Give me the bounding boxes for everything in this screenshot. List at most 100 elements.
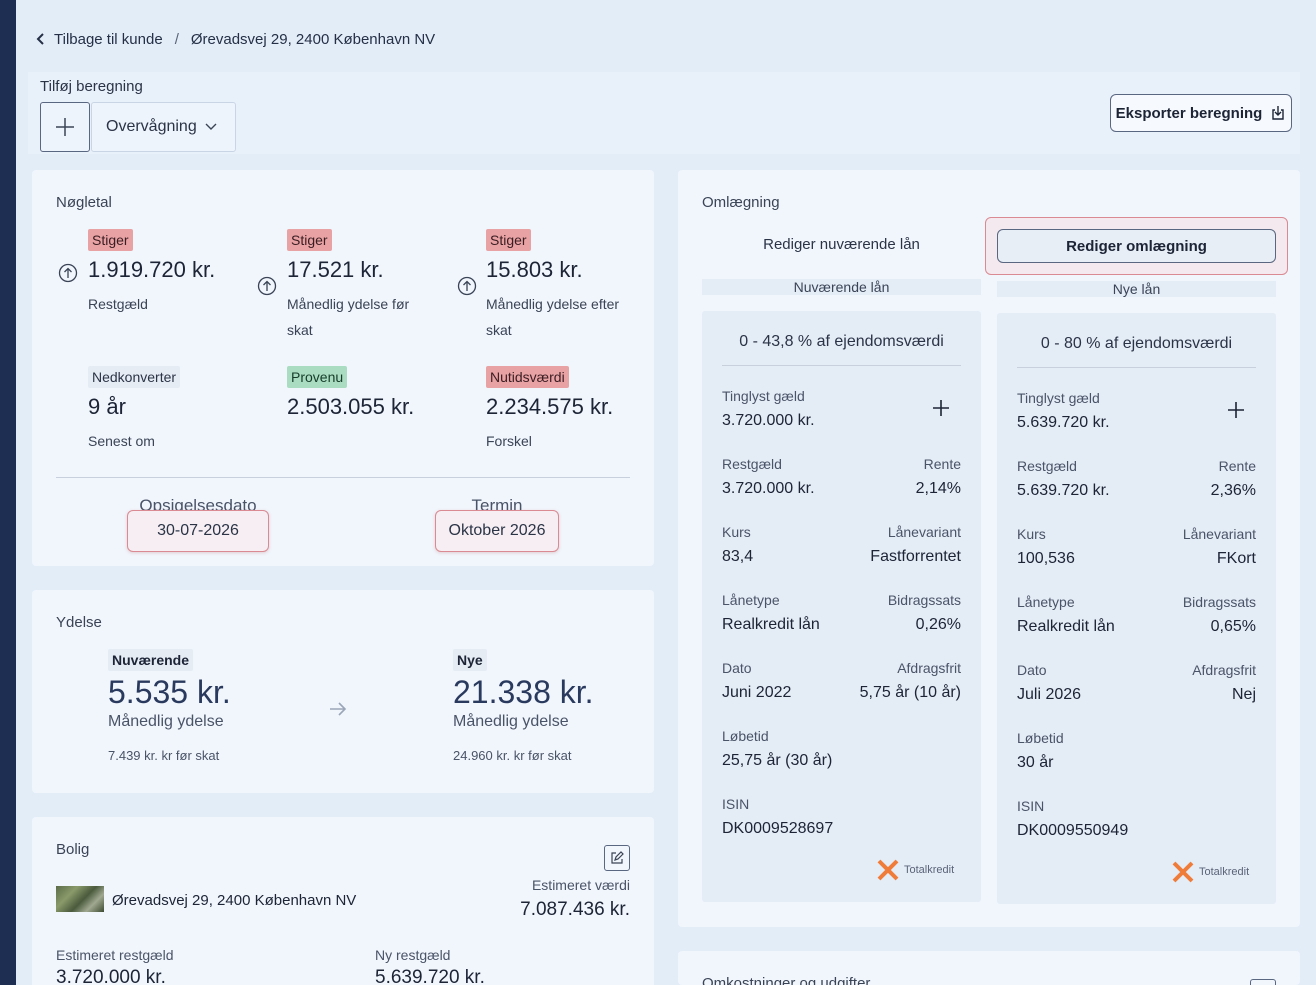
fee-value: 0,65% xyxy=(1210,618,1256,635)
current-loan-range: 0 - 43,8 % af ejendomsværdi xyxy=(739,333,944,350)
status-badge: Nedkonverter xyxy=(88,366,181,388)
new-loan-range: 0 - 80 % af ejendomsværdi xyxy=(1040,335,1233,352)
property-thumbnail xyxy=(56,886,104,912)
new-debt-label: Ny restgæld xyxy=(375,947,451,963)
loan-type-value: Realkredit lån xyxy=(722,616,820,633)
arrow-up-circle-icon xyxy=(457,276,477,296)
isin-label: ISIN xyxy=(722,796,750,812)
status-badge: Nutidsværdi xyxy=(486,366,569,388)
breadcrumb-address: Ørevadsvej 29, 2400 København NV xyxy=(190,30,436,48)
downconvert-value: 9 år xyxy=(88,394,126,419)
monthly-after-tax-label: Månedlig ydelse efter skat xyxy=(486,296,620,338)
lender-logo: Totalkredit xyxy=(876,858,954,882)
new-debt-value: 5.639.720 kr. xyxy=(375,967,485,985)
current-badge: Nuværende xyxy=(108,649,194,671)
termination-date-chip[interactable]: 30-07-2026 xyxy=(127,510,269,552)
loan-type-label: Lånetype xyxy=(1017,594,1075,610)
back-to-customer-link[interactable]: Tilbage til kunde xyxy=(36,31,163,48)
housing-address: Ørevadsvej 29, 2400 København NV xyxy=(112,892,357,909)
estimated-debt-value: 3.720.000 kr. xyxy=(56,967,166,985)
download-icon xyxy=(1272,106,1285,120)
new-monthly-label: Månedlig ydelse xyxy=(453,713,569,730)
lender-logo: Totalkredit xyxy=(1171,860,1249,884)
isin-value: DK0009528697 xyxy=(722,820,834,837)
term-label: Løbetid xyxy=(722,728,769,744)
costs-card xyxy=(678,951,1300,985)
current-loan-panel xyxy=(702,311,981,902)
variant-value: Fastforrentet xyxy=(870,548,961,565)
term-label: Løbetid xyxy=(1017,730,1064,746)
date-value: Juli 2026 xyxy=(1017,686,1082,703)
debt-value: 3.720.000 kr. xyxy=(722,480,815,497)
costs-title: Omkostninger og udgifter xyxy=(702,975,871,985)
divider xyxy=(722,365,961,366)
interest-only-value: Nej xyxy=(1231,686,1256,703)
sidebar-strip xyxy=(0,0,16,985)
payment-title: Ydelse xyxy=(56,614,102,631)
plus-icon[interactable] xyxy=(1227,401,1245,419)
edit-current-loan-button[interactable]: Rediger nuværende lån xyxy=(763,236,920,253)
housing-title: Bolig xyxy=(56,841,90,858)
status-badge: Stiger xyxy=(88,229,133,251)
remaining-debt-value: 1.919.720 kr. xyxy=(88,257,216,282)
totalkredit-x-icon xyxy=(877,859,899,881)
registered-debt-label: Tinglyst gæld xyxy=(1017,390,1100,406)
estimated-debt-label: Estimeret restgæld xyxy=(56,947,174,963)
isin-value: DK0009550949 xyxy=(1017,822,1129,839)
edit-refinance-button[interactable]: Rediger omlægning xyxy=(997,229,1276,263)
current-monthly-label: Månedlig ydelse xyxy=(108,713,224,730)
loan-type-label: Lånetype xyxy=(722,592,780,608)
date-label: Dato xyxy=(1017,662,1047,678)
arrow-up-circle-icon xyxy=(257,276,277,296)
back-label: Tilbage til kunde xyxy=(54,30,163,48)
price-label: Kurs xyxy=(722,524,751,540)
remaining-debt-label: Restgæld xyxy=(88,296,148,312)
export-calculation-button[interactable]: Eksporter beregning xyxy=(1110,94,1292,132)
isin-label: ISIN xyxy=(1017,798,1045,814)
edit-housing-button[interactable] xyxy=(604,845,630,871)
payment-card xyxy=(32,590,654,793)
debt-label: Restgæld xyxy=(1017,458,1077,474)
monthly-before-tax-value: 17.521 kr. xyxy=(287,257,384,282)
tab-new-loan[interactable]: Nye lån xyxy=(997,281,1276,297)
arrow-right-icon xyxy=(330,702,347,716)
present-value-value: 2.234.575 kr. xyxy=(486,394,614,419)
fee-label: Bidragssats xyxy=(887,592,961,608)
plus-icon[interactable] xyxy=(932,399,950,417)
new-badge: Nye xyxy=(453,649,487,671)
date-value: Juni 2022 xyxy=(722,684,792,701)
add-calculation-button[interactable] xyxy=(40,102,90,152)
edit-icon xyxy=(611,851,624,864)
current-monthly-amount: 5.535 kr. xyxy=(108,674,231,710)
downconvert-label: Senest om xyxy=(88,433,155,449)
interest-only-label: Afdragsfrit xyxy=(897,660,961,676)
fee-value: 0,26% xyxy=(915,616,961,633)
monthly-after-tax-value: 15.803 kr. xyxy=(486,257,583,282)
current-before-tax: 7.439 kr. kr før skat xyxy=(108,748,220,763)
divider xyxy=(1017,367,1256,368)
proceeds-value: 2.503.055 kr. xyxy=(287,394,415,419)
rate-value: 2,14% xyxy=(915,480,961,497)
divider xyxy=(56,477,630,478)
new-before-tax: 24.960 kr. kr før skat xyxy=(453,748,572,763)
interest-only-label: Afdragsfrit xyxy=(1192,662,1256,678)
price-value: 83,4 xyxy=(722,548,754,565)
variant-value: FKort xyxy=(1216,550,1256,567)
registered-debt-value: 5.639.720 kr. xyxy=(1017,414,1110,431)
rate-label: Rente xyxy=(923,456,961,472)
term-chip[interactable]: Oktober 2026 xyxy=(435,510,559,552)
tab-current-loan[interactable]: Nuværende lån xyxy=(702,279,981,295)
plus-icon xyxy=(56,118,74,136)
edit-costs-button[interactable] xyxy=(1250,979,1276,985)
breadcrumb-separator: / xyxy=(174,30,179,48)
debt-label: Restgæld xyxy=(722,456,782,472)
new-monthly-amount: 21.338 kr. xyxy=(453,674,594,710)
calculation-type-select[interactable]: Overvågning xyxy=(91,102,236,152)
price-value: 100,536 xyxy=(1017,550,1075,567)
totalkredit-x-icon xyxy=(1172,861,1194,883)
key-figures-title: Nøgletal xyxy=(56,194,112,211)
registered-debt-value: 3.720.000 kr. xyxy=(722,412,815,429)
chevron-down-icon xyxy=(205,123,217,130)
lender-name: Totalkredit xyxy=(904,864,955,876)
date-label: Dato xyxy=(722,660,752,676)
